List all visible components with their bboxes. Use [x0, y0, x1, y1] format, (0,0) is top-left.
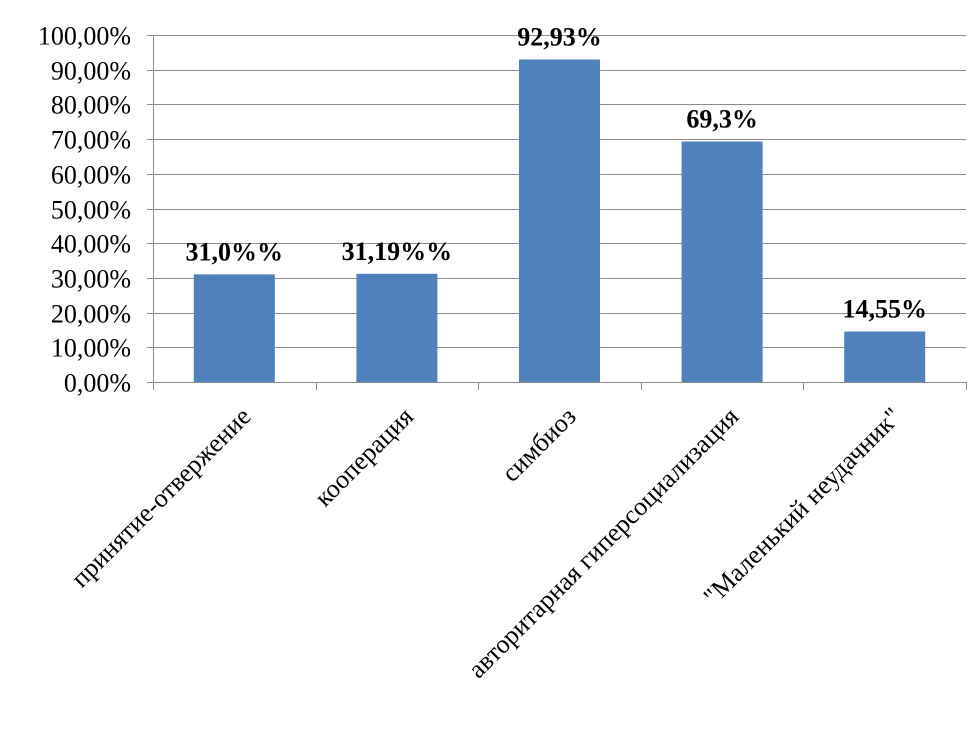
y-tick-label: 80,00%	[51, 91, 131, 120]
x-axis-tick-labels: принятие-отвержение кооперация симбиозавто…	[65, 402, 907, 684]
y-tick-label: 20,00%	[51, 300, 131, 329]
y-tick-label: 70,00%	[51, 126, 131, 155]
data-label: 31,19%%	[342, 237, 453, 266]
y-tick-label: 30,00%	[51, 265, 131, 294]
y-tick-label: 40,00%	[51, 230, 131, 259]
y-tick-label: 10,00%	[51, 334, 131, 363]
x-tick-label: авторитарная гиперсоциализация	[462, 402, 744, 684]
bar	[681, 141, 763, 382]
y-tick-label: 100,00%	[38, 22, 131, 51]
x-tick-label: симбиоз	[496, 402, 582, 488]
axes	[147, 35, 967, 390]
data-label: 69,3%	[686, 105, 758, 134]
data-label: 31,0%%	[186, 237, 284, 266]
bar	[193, 274, 275, 382]
bar	[844, 331, 926, 382]
data-label: 92,93%	[517, 23, 602, 52]
bar	[356, 273, 438, 382]
bar	[519, 59, 600, 382]
data-labels: 31,0%% 31,19%% 92,93% 69,3% 14,55%	[186, 23, 927, 324]
y-tick-label: 60,00%	[51, 161, 131, 190]
bars	[193, 59, 926, 382]
y-tick-label: 50,00%	[51, 196, 131, 225]
x-tick-label: принятие-отвержение	[65, 402, 256, 593]
y-axis-tick-labels: 0,00% 10,00% 20,00% 30,00% 40,00% 50,00% 60,00…	[38, 22, 131, 398]
x-tick-label: кооперация	[309, 402, 419, 512]
y-tick-label: 90,00%	[51, 57, 131, 86]
data-label: 14,55%	[842, 295, 927, 324]
y-tick-label: 0,00%	[64, 369, 131, 398]
